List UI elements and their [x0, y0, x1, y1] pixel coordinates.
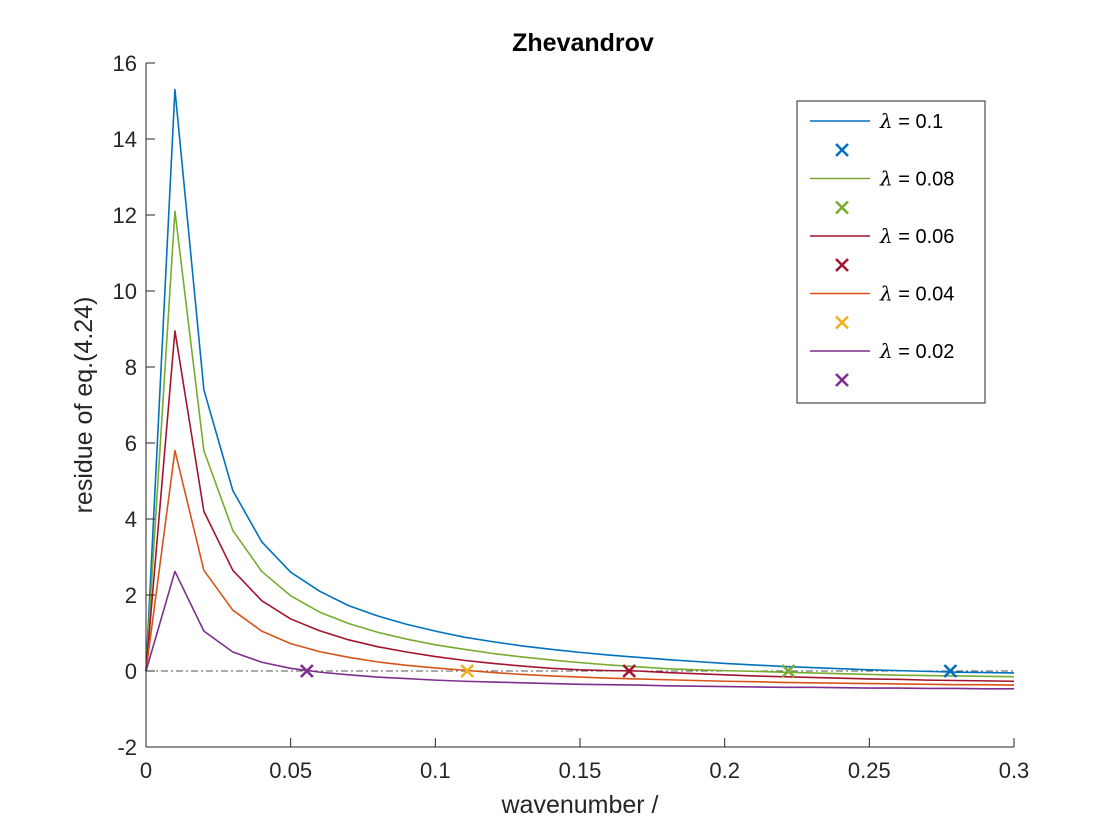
root-marker-layer [299, 664, 958, 678]
root-marker-4 [460, 664, 475, 678]
legend-entry-4: λ = 0.04 [810, 282, 954, 330]
legend-label: λ = 0.04 [879, 282, 954, 306]
x-tick-label: 0 [140, 758, 152, 783]
legend-marker-swatch [835, 258, 849, 272]
legend-marker-swatch [835, 315, 849, 330]
legend-marker-swatch [835, 373, 849, 387]
series-line-4 [145, 449, 1015, 686]
legend-label: λ = 0.06 [879, 224, 954, 248]
series-line-1 [145, 88, 1015, 674]
y-tick-label: 8 [125, 355, 137, 380]
root-marker-2 [781, 664, 796, 678]
y-tick-label: 2 [125, 583, 137, 608]
series-layer [145, 88, 1015, 690]
series-line-2 [145, 210, 1015, 678]
y-tick-label: 0 [125, 659, 137, 684]
x-axis-ticks: 0 0.05 0.1 0.15 0.2 0.25 0.3 [140, 738, 1029, 783]
y-tick-label: 14 [113, 127, 137, 152]
x-tick-label: 0.2 [709, 758, 740, 783]
root-marker-1 [943, 664, 958, 678]
legend-label: λ = 0.02 [879, 339, 954, 363]
x-tick-label: 0.1 [420, 758, 451, 783]
legend-label: λ = 0.08 [879, 167, 954, 191]
legend-entry-1: λ = 0.1 [810, 109, 943, 157]
y-tick-label: 4 [125, 507, 137, 532]
y-axis-ticks: -2 0 2 4 6 8 10 12 14 16 [113, 51, 155, 760]
x-tick-label: 0.25 [848, 758, 891, 783]
legend-entry-5: λ = 0.02 [810, 339, 954, 387]
y-tick-label: 12 [113, 203, 137, 228]
legend-label: λ = 0.1 [879, 109, 943, 133]
y-tick-label: 10 [113, 279, 137, 304]
chart-title: Zhevandrov [512, 29, 654, 57]
y-tick-label: 16 [113, 51, 137, 76]
x-tick-label: 0.15 [559, 758, 602, 783]
series-line-5 [145, 570, 1014, 690]
legend: λ = 0.1 λ = 0.08 λ = 0.06 λ = 0.04 λ = 0.02 [796, 100, 986, 404]
legend-box [796, 100, 986, 404]
legend-marker-swatch [835, 200, 849, 215]
y-tick-label: -2 [117, 735, 137, 760]
y-axis-label: residue of eq.(4.24) [70, 297, 98, 514]
legend-entry-3: λ = 0.06 [810, 224, 954, 272]
y-tick-label: 6 [125, 431, 137, 456]
x-axis-label: wavenumber / [500, 791, 658, 819]
legend-marker-swatch [835, 143, 849, 157]
x-tick-label: 0.3 [999, 758, 1030, 783]
series-line-3 [145, 330, 1015, 683]
x-tick-label: 0.05 [269, 758, 312, 783]
root-marker-3 [622, 664, 637, 678]
root-marker-5 [299, 664, 314, 678]
legend-entry-2: λ = 0.08 [810, 167, 954, 215]
